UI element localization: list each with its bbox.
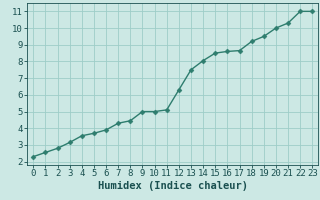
X-axis label: Humidex (Indice chaleur): Humidex (Indice chaleur) bbox=[98, 181, 248, 191]
